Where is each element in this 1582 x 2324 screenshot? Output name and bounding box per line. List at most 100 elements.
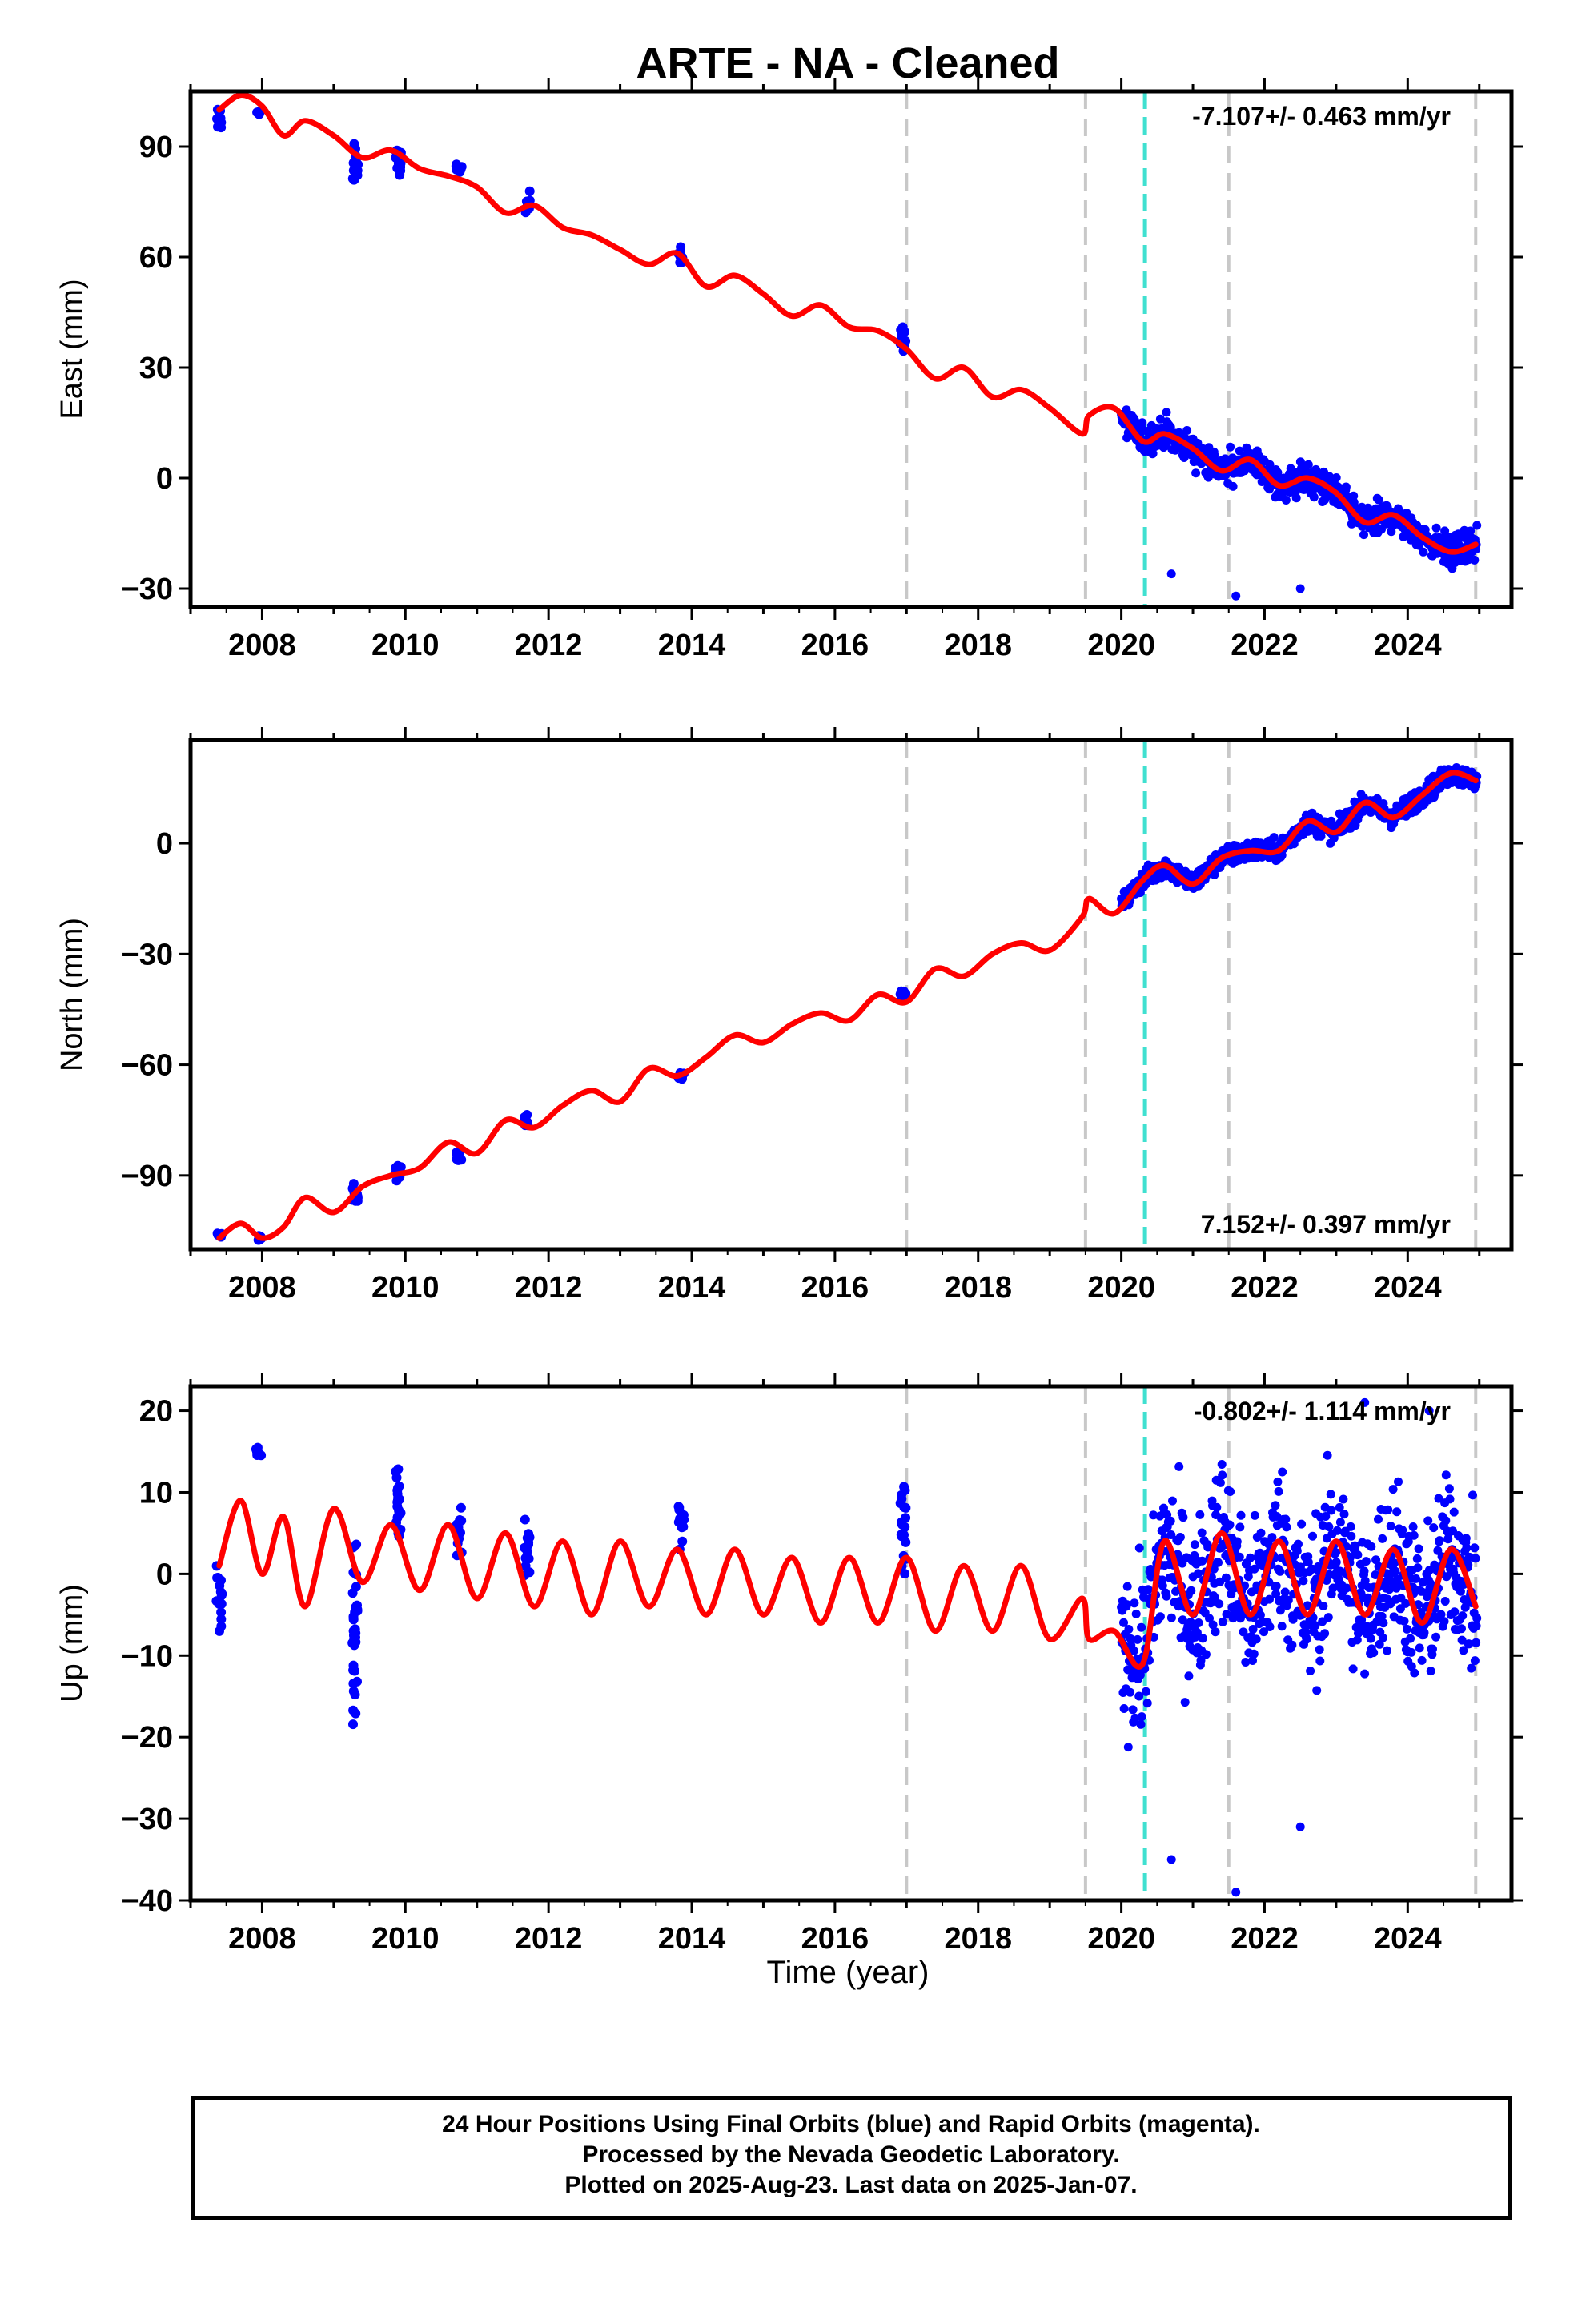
observation-point [216,1590,227,1601]
y-tick-label: 90 [139,131,173,164]
observation-point [1282,1522,1291,1532]
observation-point [1135,1671,1145,1679]
y-tick-label: −40 [122,1884,173,1918]
observation-point [1392,1507,1402,1517]
observation-point [1130,1598,1139,1608]
observation-point [1401,1598,1411,1608]
observation-point [1246,1553,1255,1562]
x-tick-label: 2012 [515,629,583,662]
observation-point [1351,1541,1360,1550]
observation-point [1378,1534,1387,1543]
observation-point [1235,446,1244,456]
observation-point [391,1473,402,1483]
observation-point [1306,1667,1315,1675]
observation-point [1335,809,1344,818]
observation-point [1148,448,1158,458]
observation-outlier [1295,1822,1305,1831]
observation-point [1171,1586,1181,1596]
observation-point [1149,1510,1158,1520]
x-tick-label: 2020 [1087,629,1155,662]
observation-point [1308,1531,1317,1541]
observation-point [1471,1554,1480,1563]
observation-point [1168,1496,1177,1506]
observation-point [1384,1585,1394,1594]
observation-point [897,1519,907,1530]
observation-point [1466,526,1476,536]
observation-point [1315,1656,1325,1666]
observation-point [1249,1649,1259,1659]
observation-point [1212,1502,1222,1512]
y-tick-label: −10 [122,1639,173,1673]
observation-point [1406,1634,1415,1643]
footer-line-1: 24 Hour Positions Using Final Orbits (bl… [442,2111,1260,2137]
observation-point [1303,1558,1313,1567]
observation-point [1209,1564,1219,1574]
observation-point [1198,1634,1207,1643]
x-tick-label: 2008 [228,1922,296,1956]
observation-point [1197,1528,1207,1538]
observation-point [1175,1533,1185,1542]
observation-point [1391,1566,1400,1576]
observation-point [1196,1655,1206,1665]
observation-point [1133,1634,1142,1644]
observation-point [1129,1646,1138,1655]
observation-point [1178,1615,1187,1625]
observation-point [1423,1516,1433,1526]
x-tick-label: 2016 [801,629,869,662]
observation-point [1122,1600,1132,1610]
observation-outlier [1166,1855,1176,1864]
observation-point [1191,468,1201,478]
observation-point [1303,460,1313,469]
observation-point [1444,1484,1454,1494]
observation-point [1274,1486,1283,1496]
observation-point [1415,1643,1424,1653]
panel-east: −30 0 30 60 90 2008 2010 2012 2014 2016 2018 2020 20… [55,78,1523,662]
observation-point [1386,1522,1395,1531]
observation-point [1464,1560,1473,1570]
observation-point [1225,1520,1235,1530]
observation-point [1226,442,1235,452]
observation-point [213,122,223,132]
observation-point [1449,1507,1459,1517]
observation-point [1178,1513,1188,1522]
observation-point [1143,1585,1153,1594]
observation-point [352,1676,362,1687]
x-tick-label: 2010 [371,1922,440,1956]
observation-point [1457,1635,1467,1645]
observation-point [1297,1519,1307,1529]
observation-point [1374,495,1383,505]
observation-point [1409,1530,1419,1540]
observation-point [1190,1550,1199,1560]
observation-point [1470,1656,1480,1666]
observation-point [251,1446,262,1457]
observation-point [1201,1650,1211,1659]
observation-point [1205,1614,1214,1623]
observation-point [1323,1450,1332,1460]
x-tick-label: 2012 [515,1271,583,1305]
observation-point [1450,1607,1460,1617]
y-tick-label: −90 [122,1160,173,1193]
observation-point [1192,1628,1202,1638]
observation-point [1353,1550,1363,1560]
observation-point [1273,1477,1283,1486]
observation-point [901,1537,911,1547]
observation-point [1470,555,1480,565]
observation-point [1221,1573,1231,1582]
observation-point [522,1110,532,1120]
x-tick-label: 2024 [1374,1271,1442,1305]
observation-point [899,1482,909,1492]
observation-outlier [1166,569,1176,579]
observation-point [1215,1478,1225,1487]
observation-point [1388,1485,1398,1494]
observation-point [350,1666,359,1676]
observation-point [1291,493,1301,503]
x-tick-label: 2022 [1231,629,1299,662]
x-tick-label: 2024 [1374,1922,1442,1956]
panel-frame [188,89,1514,609]
observation-point [1361,1557,1371,1566]
observation-point [1236,1510,1246,1520]
observation-point [212,1573,223,1583]
observation-point [1136,1719,1146,1729]
observation-point [1366,1634,1375,1643]
observation-point [1369,1648,1379,1658]
